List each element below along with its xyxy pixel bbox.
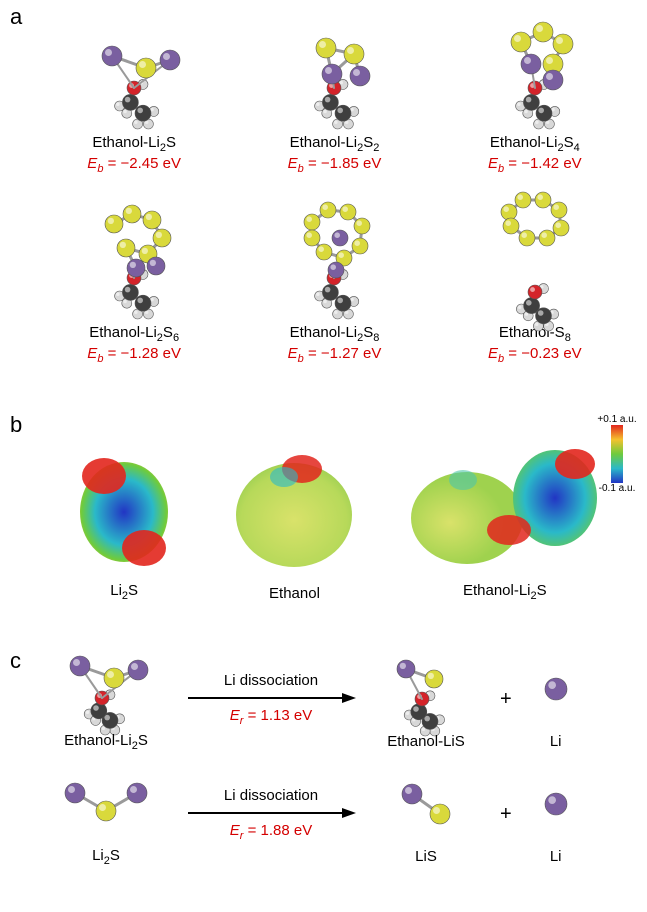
colorbar-min: -0.1 a.u.	[599, 483, 636, 494]
panel-c: Ethanol-Li2S Li dissociation Er = 1.13 e…	[36, 642, 625, 882]
molecule-box	[465, 206, 605, 318]
struct-lis-icon	[386, 764, 466, 844]
reactant-label: Li2S	[92, 847, 120, 867]
arrow-title: Li dissociation	[224, 787, 318, 804]
plus-sign: +	[500, 688, 512, 711]
panel-a-cell: Ethanol-Li2S6 Eb = −1.28 eV	[44, 206, 224, 386]
panel-a-cell: Ethanol-S8 Eb = −0.23 eV	[445, 206, 625, 386]
esp-item: Ethanol	[224, 443, 364, 602]
reaction-row: Li2S Li dissociation Er = 1.88 eV LiS + …	[36, 757, 625, 872]
molecule-label: Ethanol-Li2S2	[290, 134, 380, 155]
panel-label-c: c	[10, 648, 21, 674]
struct-etoh_li2s-icon	[46, 648, 166, 728]
product-1: Ethanol-LiS	[366, 649, 486, 750]
binding-energy: Eb = −1.28 eV	[87, 345, 181, 365]
molecule-label: Ethanol-Li2S	[92, 134, 176, 155]
panel-a-cell: Ethanol-Li2S4 Eb = −1.42 eV	[445, 16, 625, 196]
reactant-label: Ethanol-Li2S	[64, 732, 148, 752]
molecule-li2s6-icon	[64, 206, 204, 318]
panel-a-grid: Ethanol-Li2S Eb = −2.45 eV Ethanol-Li2S2	[44, 16, 625, 386]
struct-li-icon	[536, 649, 576, 729]
molecule-label: Ethanol-Li2S6	[89, 324, 179, 345]
esp-li2s_esp-icon	[64, 450, 184, 570]
product-2: Li	[526, 649, 586, 750]
panel-label-b: b	[10, 412, 22, 438]
molecule-label: Ethanol-Li2S8	[290, 324, 380, 345]
molecule-li2s-icon	[64, 16, 204, 128]
esp-etoh_esp-icon	[224, 443, 364, 573]
molecule-box	[64, 206, 204, 318]
molecule-s8-icon	[465, 206, 605, 318]
reaction-energy: Er = 1.13 eV	[230, 707, 313, 727]
esp-label: Ethanol-Li2S	[463, 582, 547, 602]
reactant: Li2S	[36, 763, 176, 867]
reaction-arrow: Li dissociation Er = 1.88 eV	[176, 787, 366, 842]
esp-label: Li2S	[110, 582, 138, 602]
product2-label: Li	[550, 848, 562, 865]
panel-a-cell: Ethanol-Li2S8 Eb = −1.27 eV	[244, 206, 424, 386]
product2-label: Li	[550, 733, 562, 750]
esp-item: Ethanol-Li2S	[405, 440, 605, 602]
reaction-energy: Er = 1.88 eV	[230, 822, 313, 842]
arrow-icon	[186, 691, 356, 705]
binding-energy: Eb = −0.23 eV	[488, 345, 582, 365]
molecule-li2s4-icon	[465, 16, 605, 128]
product1-label: LiS	[415, 848, 437, 865]
binding-energy: Eb = −2.45 eV	[87, 155, 181, 175]
panel-a-cell: Ethanol-Li2S Eb = −2.45 eV	[44, 16, 224, 196]
struct-li2s_bare-icon	[51, 763, 161, 843]
binding-energy: Eb = −1.85 eV	[288, 155, 382, 175]
binding-energy: Eb = −1.42 eV	[488, 155, 582, 175]
esp-item: Li2S	[64, 450, 184, 602]
figure: a Ethanol-Li2S Eb = −2.45 eV	[0, 0, 647, 912]
struct-li-icon	[536, 764, 576, 844]
panel-b-row: +0.1 a.u. -0.1 a.u. Li2S	[44, 422, 625, 602]
product-2: Li	[526, 764, 586, 865]
reaction-row: Ethanol-Li2S Li dissociation Er = 1.13 e…	[36, 642, 625, 757]
arrow-title: Li dissociation	[224, 672, 318, 689]
product-1: LiS	[366, 764, 486, 865]
colorbar-max: +0.1 a.u.	[597, 414, 636, 425]
molecule-label: Ethanol-Li2S4	[490, 134, 580, 155]
molecule-box	[264, 16, 404, 128]
colorbar: +0.1 a.u. -0.1 a.u.	[605, 414, 629, 494]
molecule-li2s8-icon	[264, 206, 404, 318]
reaction-arrow: Li dissociation Er = 1.13 eV	[176, 672, 366, 727]
esp-complex_esp-icon	[405, 440, 605, 570]
reactant: Ethanol-Li2S	[36, 648, 176, 752]
plus-sign: +	[500, 803, 512, 826]
molecule-box	[264, 206, 404, 318]
colorbar-gradient	[611, 425, 623, 483]
panel-a-cell: Ethanol-Li2S2 Eb = −1.85 eV	[244, 16, 424, 196]
panel-label-a: a	[10, 4, 22, 30]
molecule-box	[465, 16, 605, 128]
binding-energy: Eb = −1.27 eV	[288, 345, 382, 365]
product1-label: Ethanol-LiS	[387, 733, 465, 750]
molecule-box	[64, 16, 204, 128]
esp-label: Ethanol	[269, 585, 320, 602]
molecule-li2s2-icon	[264, 16, 404, 128]
arrow-icon	[186, 806, 356, 820]
struct-etoh_lis-icon	[366, 649, 486, 729]
